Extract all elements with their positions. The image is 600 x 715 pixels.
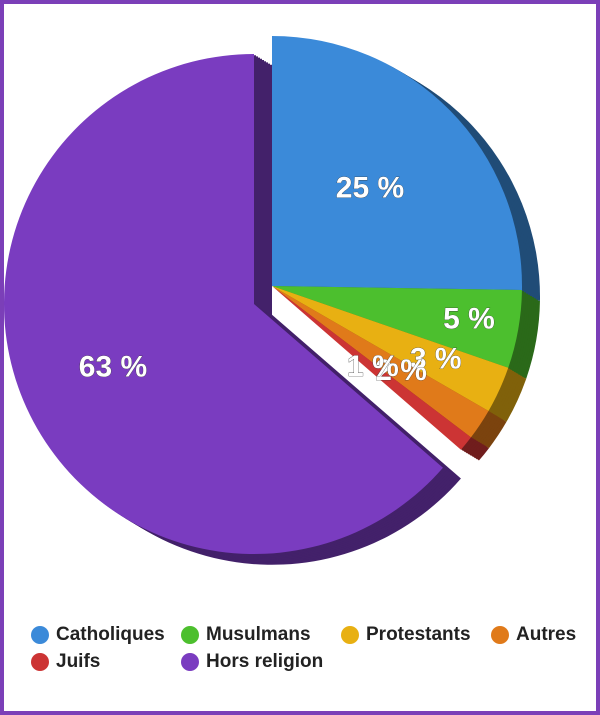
legend-label: Protestants	[366, 624, 471, 645]
slice	[272, 286, 471, 450]
value-label: 25 %	[336, 171, 404, 204]
value-label: 3 %	[410, 343, 462, 376]
slice	[272, 286, 509, 411]
value-label: 1 %	[347, 350, 399, 383]
value-label: 2 %	[375, 354, 427, 387]
legend-label: Autres	[516, 624, 576, 645]
legend-swatch	[341, 626, 359, 644]
legend-label: Musulmans	[206, 624, 311, 645]
legend-swatch	[31, 626, 49, 644]
slice	[272, 286, 522, 368]
legend-swatch	[31, 653, 49, 671]
legend-label: Catholiques	[56, 624, 165, 645]
legend-swatch	[181, 653, 199, 671]
slice	[272, 286, 489, 438]
legend-swatch	[181, 626, 199, 644]
value-label: 63 %	[79, 350, 147, 383]
chart: 25 % 5 % 3 %2 %1 % 63 % Catholiques Musulmans…	[4, 36, 576, 672]
legend-label: Juifs	[56, 651, 100, 672]
value-label: 5 %	[443, 303, 495, 336]
legend-label: Hors religion	[206, 651, 323, 672]
slice	[4, 54, 443, 554]
slice	[272, 36, 522, 290]
legend-swatch	[491, 626, 509, 644]
